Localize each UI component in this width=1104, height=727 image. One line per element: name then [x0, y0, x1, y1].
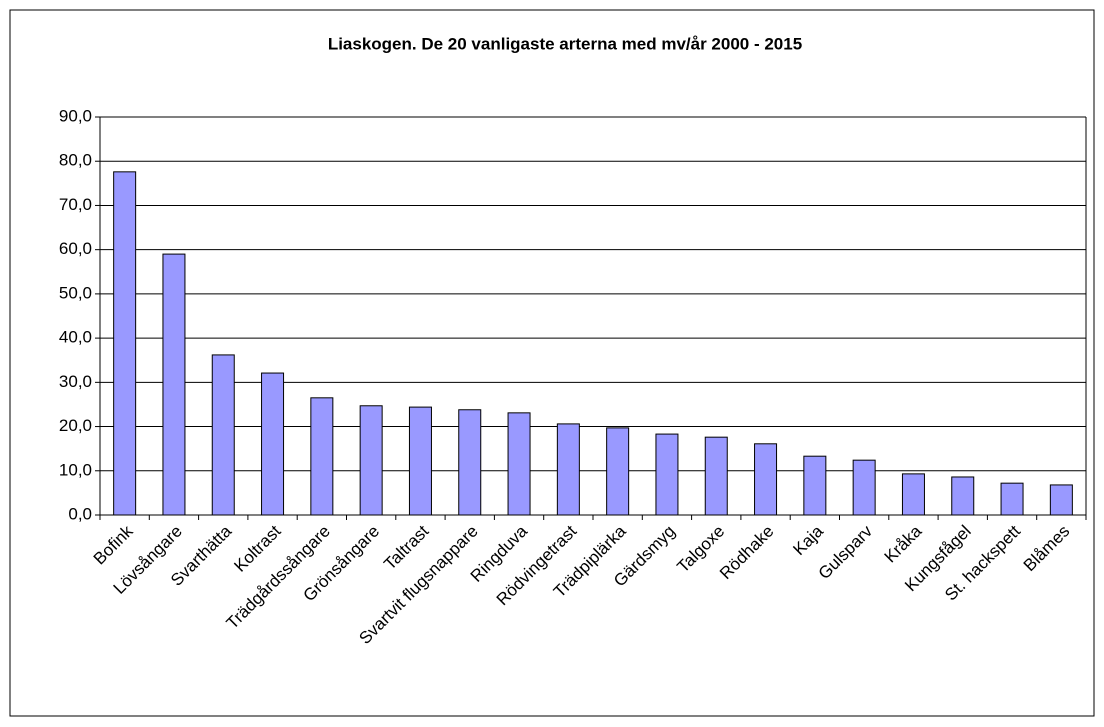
- bar: [754, 443, 778, 516]
- bar: [1000, 482, 1024, 516]
- bar: [803, 455, 827, 516]
- bar: [261, 372, 285, 516]
- bar: [556, 423, 580, 516]
- bar: [113, 171, 137, 516]
- bar: [901, 473, 925, 516]
- y-tick-label: 0,0: [68, 504, 92, 523]
- bar: [458, 409, 482, 516]
- bar: [951, 476, 975, 516]
- y-tick-label: 90,0: [59, 106, 92, 125]
- bar: [408, 406, 432, 516]
- y-tick-label: 70,0: [59, 195, 92, 214]
- bar: [852, 459, 876, 516]
- bar: [310, 397, 334, 516]
- y-tick-label: 80,0: [59, 151, 92, 170]
- bar: [211, 354, 235, 516]
- y-tick-label: 50,0: [59, 283, 92, 302]
- chart-frame: [9, 9, 1095, 717]
- chart-title: Liaskogen. De 20 vanligaste arterna med …: [328, 34, 802, 53]
- bar: [606, 427, 630, 516]
- y-tick-label: 20,0: [59, 416, 92, 435]
- y-tick-label: 60,0: [59, 239, 92, 258]
- bar: [359, 405, 383, 516]
- y-tick-label: 10,0: [59, 460, 92, 479]
- y-tick-label: 30,0: [59, 372, 92, 391]
- bar: [507, 412, 531, 516]
- y-tick-label: 40,0: [59, 328, 92, 347]
- bar: [162, 253, 186, 516]
- bar: [1049, 484, 1073, 516]
- bar: [655, 433, 679, 516]
- bar: [704, 436, 728, 516]
